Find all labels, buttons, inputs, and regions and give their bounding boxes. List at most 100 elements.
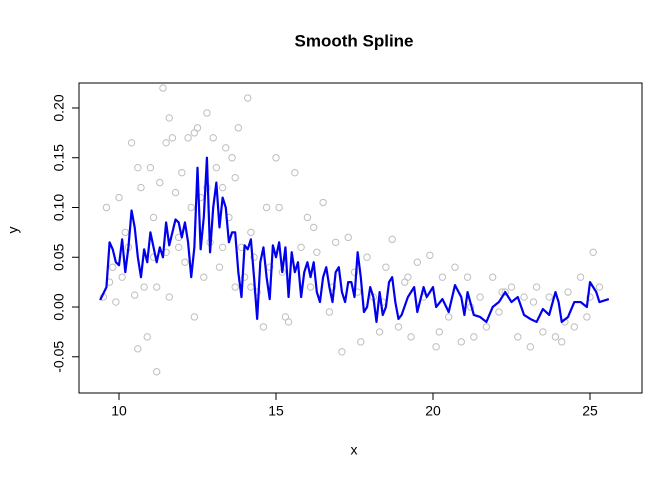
point: [131, 291, 139, 299]
point: [181, 258, 189, 266]
point: [134, 345, 142, 353]
point: [432, 343, 440, 351]
point: [438, 273, 447, 281]
point: [178, 168, 186, 177]
x-tick-label: 25: [582, 403, 598, 419]
point: [262, 203, 271, 212]
point: [140, 283, 148, 291]
point: [545, 293, 553, 301]
point: [165, 293, 173, 301]
point: [558, 338, 566, 346]
point: [325, 308, 334, 316]
point: [244, 94, 252, 102]
point: [476, 293, 484, 301]
point: [388, 235, 396, 244]
point: [350, 268, 359, 276]
point: [297, 243, 305, 252]
point: [115, 193, 123, 202]
point: [501, 288, 509, 296]
point: [121, 228, 129, 237]
point: [231, 173, 239, 182]
x-tick-label: 10: [111, 403, 127, 419]
point: [228, 154, 236, 162]
x-axis-label: x: [351, 442, 358, 458]
point: [159, 84, 167, 92]
point: [309, 223, 318, 232]
point: [407, 333, 415, 341]
point: [272, 154, 280, 162]
point: [404, 273, 412, 281]
point: [507, 283, 516, 291]
point: [112, 298, 120, 306]
spline-line: [99, 156, 610, 324]
point: [529, 298, 538, 306]
point: [190, 313, 199, 321]
point: [394, 323, 403, 331]
point: [470, 333, 478, 341]
chart-title: Smooth Spline: [295, 31, 414, 50]
y-tick-label: 0.10: [51, 194, 67, 221]
point: [259, 323, 268, 331]
point: [222, 144, 230, 152]
point: [586, 293, 594, 301]
y-tick-label: 0.20: [51, 94, 67, 121]
point: [344, 233, 352, 242]
point: [109, 263, 117, 271]
y-tick-label: 0.05: [51, 243, 67, 270]
point: [532, 283, 541, 291]
point: [190, 129, 199, 137]
point: [482, 323, 491, 331]
y-tick-label: -0.05: [51, 341, 67, 373]
point: [152, 283, 161, 291]
point: [187, 203, 195, 212]
point: [149, 213, 158, 222]
point: [526, 343, 535, 351]
point: [234, 124, 243, 132]
point: [551, 333, 560, 341]
point: [306, 283, 315, 291]
point: [457, 338, 465, 346]
y-tick-label: 0.15: [51, 144, 67, 171]
point: [570, 323, 579, 331]
point: [231, 283, 239, 291]
point: [319, 198, 327, 207]
point: [357, 338, 365, 346]
point: [162, 139, 170, 147]
point: [413, 258, 422, 266]
point: [134, 163, 142, 172]
point: [291, 168, 299, 177]
point: [247, 228, 255, 237]
point: [152, 368, 161, 376]
point: [218, 183, 227, 192]
point: [215, 263, 224, 271]
point: [275, 203, 283, 212]
point: [118, 273, 126, 281]
point: [184, 134, 192, 142]
point: [303, 213, 312, 222]
point: [564, 288, 572, 296]
point: [203, 109, 211, 117]
point: [253, 288, 261, 296]
x-tick-label: 20: [425, 403, 441, 419]
y-tick-label: 0.00: [51, 293, 67, 320]
point: [168, 134, 177, 142]
point: [382, 263, 390, 271]
x-tick-label: 15: [268, 403, 284, 419]
point: [488, 273, 497, 281]
point: [212, 163, 221, 172]
point: [495, 308, 503, 316]
point: [463, 273, 472, 281]
point: [514, 333, 522, 341]
point: [595, 283, 604, 291]
point: [445, 313, 453, 321]
point: [165, 114, 173, 122]
point: [313, 248, 321, 256]
point: [209, 134, 217, 142]
point: [589, 248, 597, 256]
point: [576, 273, 585, 281]
point: [218, 243, 227, 252]
point: [426, 251, 434, 259]
point: [171, 188, 180, 197]
